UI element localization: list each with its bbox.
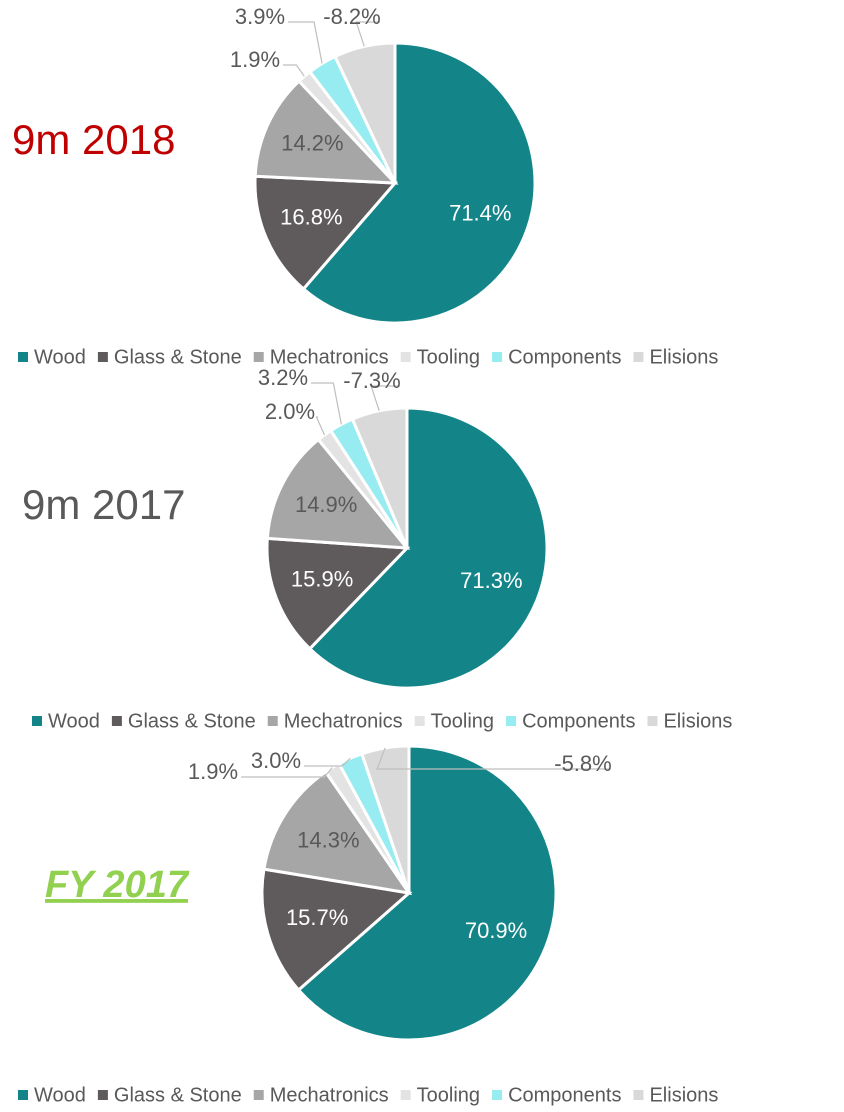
legend-swatch (32, 716, 42, 726)
legend-swatch (97, 352, 108, 362)
leader-line (288, 21, 323, 64)
legend-label: Wood (48, 710, 100, 732)
data-label: -5.8% (554, 751, 611, 776)
pie-slice (253, 174, 399, 292)
data-label: 14.3% (297, 828, 359, 853)
legend-label: Glass & Stone (114, 346, 242, 368)
leader-line (370, 385, 400, 411)
data-label: 1.9% (230, 47, 280, 72)
data-label: 14.9% (295, 492, 357, 517)
legend-swatch (18, 1090, 28, 1100)
legend-swatch (253, 352, 264, 362)
leader-line (283, 64, 305, 77)
leader-line (376, 747, 611, 770)
legend-label: Tooling (417, 346, 480, 368)
data-label: 1.9% (188, 759, 238, 784)
data-label: 3.2% (258, 365, 308, 390)
pie-slice (262, 769, 413, 896)
legend-swatch (400, 1090, 411, 1100)
legend-label: Components (508, 346, 621, 368)
legend-label: Mechatronics (270, 346, 389, 368)
data-label: 3.9% (235, 4, 285, 29)
legend-label: Wood (34, 1084, 86, 1106)
chart-title: 9m 2018 (12, 116, 175, 163)
legend-swatch (492, 1090, 503, 1100)
data-label: 2.0% (265, 399, 315, 424)
data-label: 15.7% (286, 905, 348, 930)
legend-swatch (267, 716, 278, 726)
legend-label: Mechatronics (270, 1084, 389, 1106)
data-label: 71.4% (449, 201, 511, 226)
leader-line (304, 757, 351, 767)
pie-slice (296, 744, 558, 1042)
legend-label: Elisions (649, 346, 718, 368)
pie-slice (301, 41, 537, 325)
leader-line (311, 382, 342, 425)
legend-label: Elisions (649, 1084, 718, 1106)
data-label: 3.0% (251, 748, 301, 773)
legend-swatch (18, 352, 28, 362)
pie-slice (260, 867, 413, 993)
data-label: 70.9% (465, 918, 527, 943)
data-label: -7.3% (343, 368, 400, 393)
data-label: -8.2% (323, 4, 380, 29)
legend-swatch (253, 1090, 264, 1100)
legend-label: Wood (34, 346, 86, 368)
leader-line (355, 21, 380, 47)
legend-swatch (400, 352, 411, 362)
legend-label: Mechatronics (284, 710, 403, 732)
data-label: 71.3% (460, 568, 522, 593)
chart-title: FY 2017 (45, 864, 190, 906)
legend-swatch (633, 352, 644, 362)
pie-slice (265, 536, 411, 651)
legend-swatch (647, 716, 658, 726)
legend-label: Components (522, 710, 635, 732)
legend-label: Components (508, 1084, 621, 1106)
legend-swatch (506, 716, 517, 726)
legend-swatch (97, 1090, 108, 1100)
legend-swatch (111, 716, 122, 726)
legend-swatch (492, 352, 503, 362)
data-label: 15.9% (291, 566, 353, 591)
data-label: 16.8% (280, 205, 342, 230)
legend-label: Tooling (431, 710, 494, 732)
legend-label: Glass & Stone (128, 710, 256, 732)
chart-title: 9m 2017 (22, 481, 185, 528)
legend-label: Glass & Stone (114, 1084, 242, 1106)
data-label: 14.2% (281, 131, 343, 156)
legend-label: Elisions (663, 710, 732, 732)
leader-line (241, 767, 333, 778)
leader-line (315, 416, 326, 436)
legend-swatch (414, 716, 425, 726)
pie-slice (253, 78, 399, 185)
pie-slice (265, 437, 411, 550)
pie-slice (333, 41, 397, 184)
legend-swatch (633, 1090, 644, 1100)
pie-slice (307, 406, 549, 690)
legend-label: Tooling (417, 1084, 480, 1106)
